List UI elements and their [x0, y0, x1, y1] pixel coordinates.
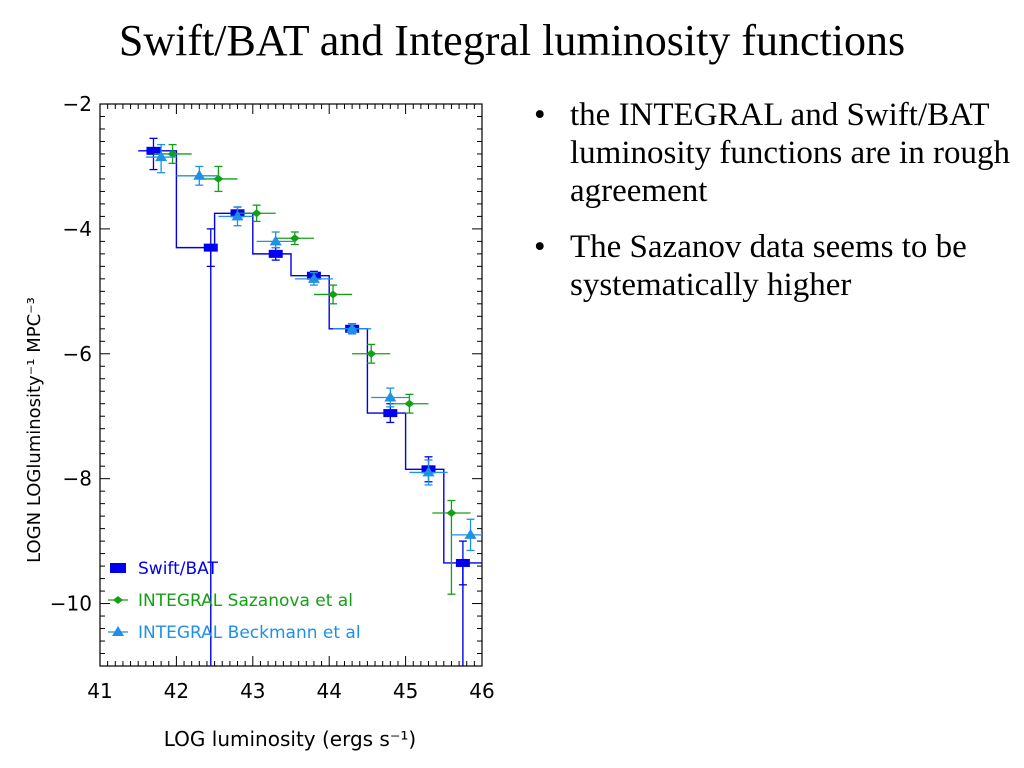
- legend-label: Swift/BAT: [138, 559, 218, 579]
- data-point: [333, 322, 372, 335]
- x-tick-label: 45: [393, 679, 418, 703]
- data-point: [352, 343, 391, 364]
- plot-marks: [138, 137, 482, 666]
- legend-swatch: [112, 626, 124, 636]
- y-tick-label: −10: [50, 592, 92, 616]
- data-marker: [446, 509, 457, 518]
- y-tick-label: −2: [63, 92, 92, 116]
- luminosity-function-chart: 41 42 43 44 45 46 −10 −8 −6 −4 −2 Swift/BAT INTEGRA…: [24, 92, 495, 751]
- data-point: [176, 165, 219, 186]
- data-marker: [203, 243, 218, 252]
- legend-swatch: [113, 596, 123, 604]
- data-marker: [384, 391, 397, 402]
- data-point: [203, 228, 218, 268]
- data-marker: [404, 399, 415, 408]
- bullet-item: • the INTEGRAL and Swift/BAT luminosity …: [530, 96, 1010, 210]
- data-point: [294, 271, 334, 286]
- legend-swatch: [110, 563, 126, 573]
- data-point: [313, 284, 353, 305]
- bullet-text: the INTEGRAL and Swift/BAT luminosity fu…: [570, 97, 1010, 209]
- legend-label: INTEGRAL Beckmann et al: [138, 623, 361, 643]
- data-marker: [346, 322, 359, 333]
- data-marker: [193, 169, 206, 180]
- data-marker: [464, 528, 477, 539]
- data-marker: [366, 349, 377, 358]
- legend-entry: INTEGRAL Sazanova et al: [108, 591, 353, 611]
- data-point: [218, 206, 253, 227]
- chart-legend: Swift/BAT INTEGRAL Sazanova et al INTEGRAL…: [108, 559, 361, 643]
- data-point: [145, 143, 177, 174]
- y-axis-label: LOGN LOGluminosity⁻¹ MPC⁻³: [24, 297, 45, 563]
- data-point: [199, 165, 238, 193]
- plot-axes: 41 42 43 44 45 46 −10 −8 −6 −4 −2: [50, 92, 495, 703]
- data-point: [409, 459, 448, 486]
- data-point: [432, 499, 471, 595]
- data-marker: [328, 290, 339, 299]
- data-marker: [307, 272, 320, 283]
- legend-entry: INTEGRAL Beckmann et al: [108, 623, 361, 643]
- data-point: [237, 204, 276, 223]
- legend-entry: Swift/BAT: [110, 559, 218, 579]
- data-point: [275, 231, 314, 246]
- data-point: [371, 387, 410, 408]
- data-marker: [422, 466, 435, 477]
- data-marker: [268, 249, 283, 258]
- x-tick-label: 46: [469, 679, 494, 703]
- bullet-marker: •: [534, 229, 546, 265]
- data-marker: [146, 146, 161, 155]
- data-marker: [455, 558, 470, 567]
- data-point: [451, 518, 482, 552]
- data-marker: [289, 234, 300, 243]
- data-point: [390, 393, 429, 414]
- bullet-item: • The Sazanov data seems to be systemati…: [530, 228, 1010, 304]
- y-tick-label: −8: [63, 467, 92, 491]
- x-tick-label: 42: [164, 679, 189, 703]
- data-marker: [383, 409, 398, 418]
- bullet-marker: •: [534, 97, 546, 133]
- x-axis-label: LOG luminosity (ergs s⁻¹): [164, 727, 416, 751]
- y-tick-label: −4: [63, 217, 92, 241]
- y-tick-label: −6: [63, 342, 92, 366]
- bullet-list: • the INTEGRAL and Swift/BAT luminosity …: [530, 96, 1010, 322]
- legend-label: INTEGRAL Sazanova et al: [138, 591, 353, 611]
- data-marker: [269, 235, 282, 246]
- x-tick-label: 43: [240, 679, 265, 703]
- swift-step-line: [138, 150, 482, 564]
- data-point: [268, 246, 283, 261]
- plot-frame: [99, 103, 483, 667]
- slide-title: Swift/BAT and Integral luminosity functi…: [118, 16, 906, 65]
- data-point: [256, 231, 295, 249]
- x-tick-label: 41: [87, 679, 112, 703]
- bullet-text: The Sazanov data seems to be systematica…: [570, 229, 967, 303]
- data-marker: [213, 174, 224, 183]
- data-point: [455, 540, 470, 586]
- data-marker: [231, 210, 244, 221]
- data-marker: [251, 209, 262, 218]
- x-tick-label: 44: [316, 679, 341, 703]
- data-marker: [155, 151, 168, 162]
